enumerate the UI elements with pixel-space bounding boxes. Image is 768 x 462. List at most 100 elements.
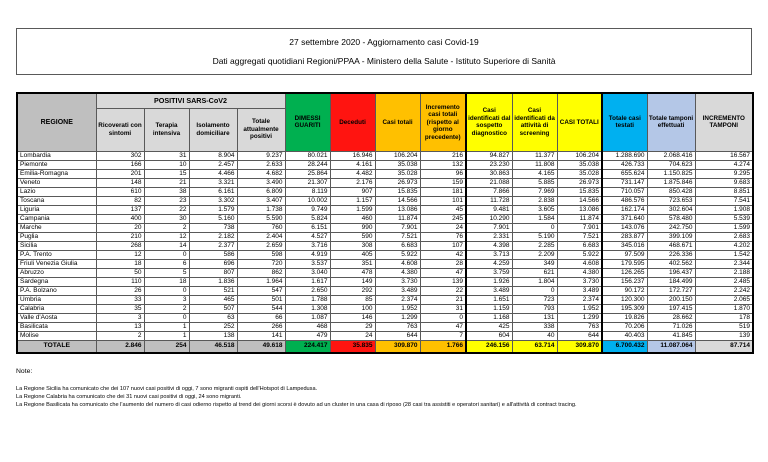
note-line: La Regione Basilicata ha comunicato che … (16, 402, 577, 409)
value-cell: 126.265 (601, 267, 648, 278)
note-line: La Regione Calabria ha comunicato che de… (16, 394, 242, 401)
total-value-cell: 2.846 (95, 339, 145, 354)
value-cell: 9.295 (694, 168, 754, 179)
value-cell: 760 (236, 222, 286, 233)
value-cell: 71.026 (646, 321, 696, 332)
value-cell: 184.499 (646, 276, 696, 287)
value-cell: 2.838 (511, 195, 558, 206)
value-cell: 149 (329, 276, 376, 287)
total-value-cell: 309.870 (556, 339, 603, 354)
value-cell: 2 (143, 303, 190, 314)
value-cell: 4.608 (556, 258, 603, 269)
value-cell: 31 (419, 303, 467, 314)
value-cell: 1.836 (188, 276, 238, 287)
value-cell: 704.623 (646, 159, 696, 170)
value-cell: 402.562 (646, 258, 696, 269)
value-cell: 28.662 (646, 312, 696, 323)
value-cell: 5.885 (511, 177, 558, 188)
value-cell: 22 (143, 204, 190, 215)
value-cell: 5.922 (374, 249, 421, 260)
value-cell: 97.509 (601, 249, 648, 260)
value-cell: 1.308 (284, 303, 331, 314)
value-cell: 478 (329, 267, 376, 278)
table-row: Liguria 137 22 1.579 1.738 9.749 1.599 13.086 45… (16, 204, 754, 215)
table-row: Friuli Venezia Giulia 18 6 696 720 3.537 351 4.… (16, 258, 754, 269)
value-cell: 146 (329, 312, 376, 323)
table-row: Piemonte 166 10 2.457 2.633 28.244 4.161 35.038… (16, 159, 754, 170)
value-cell: 66 (236, 312, 286, 323)
col-header-totale-tamponi: Totale tamponi effettuati (646, 92, 696, 152)
value-cell: 3.407 (236, 195, 286, 206)
col-header-ricoverati-con-sintomi: Ricoverati con sintomi (95, 107, 145, 152)
value-cell: 2.068.416 (646, 150, 696, 161)
value-cell: 862 (236, 267, 286, 278)
value-cell: 268 (95, 240, 145, 251)
value-cell: 1.788 (284, 294, 331, 305)
value-cell: 9.481 (465, 204, 513, 215)
value-cell: 101 (419, 195, 467, 206)
col-header-totale-attualmente-positivi: Totale attualmente positivi (236, 107, 286, 152)
value-cell: 13.086 (374, 204, 421, 215)
total-label: TOTALE (16, 339, 97, 354)
value-cell: 38 (143, 186, 190, 197)
value-cell: 2.377 (188, 240, 238, 251)
value-cell: 7.521 (374, 231, 421, 242)
region-name: Lombardia (16, 150, 97, 161)
value-cell: 2.659 (236, 240, 286, 251)
region-name: Emilia-Romagna (16, 168, 97, 179)
value-cell: 63 (188, 312, 238, 323)
table-row: Calabria 35 2 507 544 1.308 100 1.952 31 1.159 793… (16, 303, 754, 314)
col-header-casi-totali-caps: CASI TOTALI (556, 92, 603, 152)
table-row: Toscana 82 23 3.302 3.407 10.002 1.157 14.566 10… (16, 195, 754, 206)
value-cell: 24 (419, 222, 467, 233)
value-cell: 1.299 (374, 312, 421, 323)
col-header-incremento-tamponi: INCREMENTO TAMPONI (694, 92, 754, 152)
value-cell: 1.651 (465, 294, 513, 305)
region-name: Sardegna (16, 276, 97, 287)
value-cell: 5.160 (188, 213, 238, 224)
value-cell: 468.671 (646, 240, 696, 251)
value-cell: 16.946 (329, 150, 376, 161)
table-row: Umbria 33 3 465 501 1.788 85 2.374 21 1.651 723 2.3… (16, 294, 754, 305)
value-cell: 710.057 (601, 186, 648, 197)
value-cell: 42 (419, 249, 467, 260)
value-cell: 10 (143, 159, 190, 170)
value-cell: 544 (236, 303, 286, 314)
value-cell: 80.021 (284, 150, 331, 161)
value-cell: 172.727 (646, 285, 696, 296)
value-cell: 479 (284, 330, 331, 341)
value-cell: 242.750 (646, 222, 696, 233)
value-cell: 521 (188, 285, 238, 296)
value-cell: 2.331 (465, 231, 513, 242)
value-cell: 1.157 (329, 195, 376, 206)
value-cell: 106.204 (374, 150, 421, 161)
value-cell: 166 (95, 159, 145, 170)
value-cell: 6.809 (236, 186, 286, 197)
value-cell: 1.288.690 (601, 150, 648, 161)
value-cell: 3.537 (284, 258, 331, 269)
value-cell: 723.653 (646, 195, 696, 206)
value-cell: 3.321 (188, 177, 238, 188)
value-cell: 11.874 (556, 213, 603, 224)
value-cell: 2.374 (556, 294, 603, 305)
value-cell: 178 (694, 312, 754, 323)
value-cell: 1.159 (465, 303, 513, 314)
value-cell: 7 (419, 330, 467, 341)
value-cell: 507 (188, 303, 238, 314)
value-cell: 0 (511, 222, 558, 233)
value-cell: 195.309 (601, 303, 648, 314)
value-cell: 586 (188, 249, 238, 260)
value-cell: 138 (188, 330, 238, 341)
value-cell: 7.969 (511, 186, 558, 197)
value-cell: 590 (329, 231, 376, 242)
value-cell: 4.274 (694, 159, 754, 170)
value-cell: 2.242 (694, 285, 754, 296)
total-value-cell: 1.766 (419, 339, 467, 354)
value-cell: 2.633 (236, 159, 286, 170)
value-cell: 0 (143, 249, 190, 260)
value-cell: 24 (329, 330, 376, 341)
value-cell: 9.237 (236, 150, 286, 161)
value-cell: 139 (419, 276, 467, 287)
value-cell: 20 (95, 222, 145, 233)
value-cell: 100 (329, 303, 376, 314)
